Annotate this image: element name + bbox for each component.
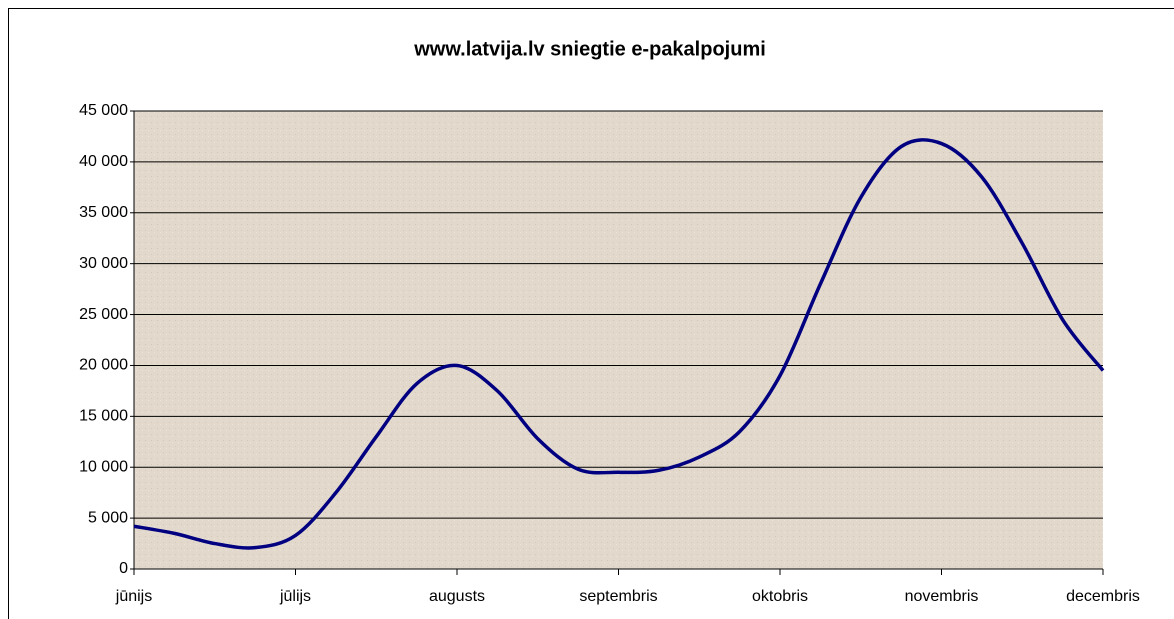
y-tick-label: 20 000: [79, 357, 128, 374]
x-tick-label: septembris: [579, 588, 657, 605]
y-tick-label: 5 000: [88, 509, 128, 526]
x-tick-label: jūlijs: [279, 588, 311, 605]
x-tick-label: novembris: [905, 588, 979, 605]
y-tick-label: 0: [119, 560, 128, 577]
y-tick-label: 40 000: [79, 153, 128, 170]
y-tick-label: 35 000: [79, 204, 128, 221]
y-tick-label: 15 000: [79, 408, 128, 425]
y-tick-label: 30 000: [79, 255, 128, 272]
x-tick-label: jūnijs: [115, 588, 152, 605]
y-tick-label: 10 000: [79, 458, 128, 475]
x-tick-label: oktobris: [752, 588, 808, 605]
x-tick-label: augusts: [429, 588, 485, 605]
line-series: [133, 138, 1105, 550]
x-tick-label: decembris: [1066, 588, 1140, 605]
y-tick-label: 45 000: [79, 102, 128, 119]
plot-area: [134, 111, 1103, 569]
chart-title: www.latvija.lv sniegtie e-pakalpojumi: [413, 38, 766, 60]
y-tick-label: 25 000: [79, 306, 128, 323]
